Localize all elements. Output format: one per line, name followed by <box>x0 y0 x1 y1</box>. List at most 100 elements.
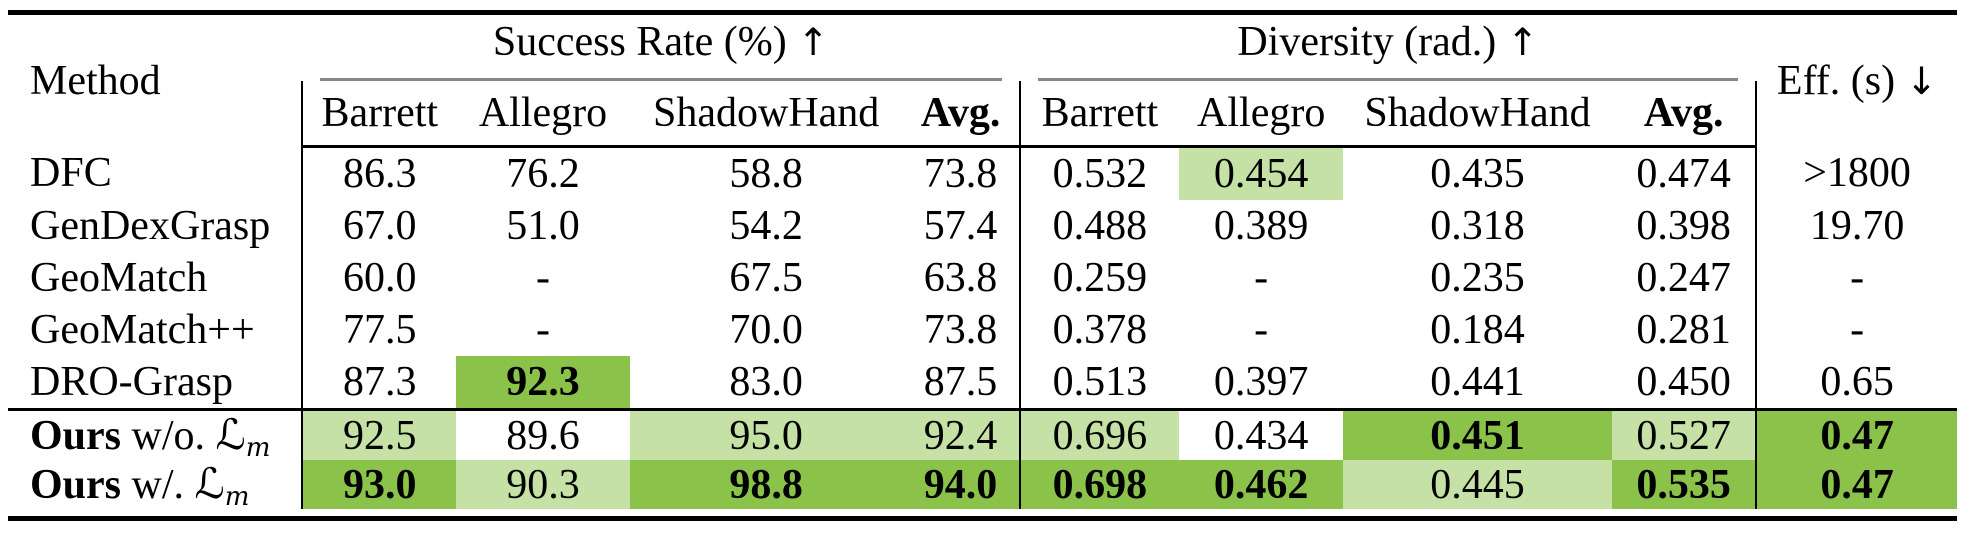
loss-math-symbol: ℒm <box>194 459 250 512</box>
value-cell: 0.318 <box>1430 203 1525 249</box>
value-cell: 83.0 <box>729 359 803 405</box>
results-table: Method Success Rate (%) ↑ Diversity (rad… <box>8 15 1957 512</box>
down-arrow-icon: ↓ <box>1905 58 1938 103</box>
method-cell: Ours w/o. ℒm <box>8 408 304 463</box>
table-row: Ours w/o. ℒm 92.5 89.6 95.0 92.4 0.696 0.434 0.… <box>8 408 1957 463</box>
results-table-container: Method Success Rate (%) ↑ Diversity (rad… <box>8 10 1957 521</box>
value-cell: 54.2 <box>729 203 803 249</box>
method-cell: GeoMatch++ <box>8 304 304 356</box>
value-cell: 19.70 <box>1755 200 1957 252</box>
value-cell: 0.532 <box>1018 146 1180 200</box>
value-cell: 51.0 <box>506 203 580 249</box>
efficiency-column-header: Eff. (s) ↓ <box>1756 15 1957 147</box>
value-cell: - <box>1254 255 1269 301</box>
method-header-label: Method <box>30 57 161 104</box>
value-cell: 57.4 <box>923 203 998 249</box>
table-row: DFC 86.3 76.2 58.8 73.8 0.532 0.454 0.435 0.474 >… <box>8 146 1957 200</box>
bottom-rule <box>8 516 1957 521</box>
value-cell: 67.0 <box>343 203 417 249</box>
value-cell: 0.513 <box>1018 356 1180 410</box>
value-cell: 0.184 <box>1430 307 1525 353</box>
cmidrule <box>320 78 1002 81</box>
value-cell: 0.451 <box>1343 408 1612 460</box>
value-cell: 92.5 <box>302 408 457 460</box>
table-row: GeoMatch++ 77.5-70.0 73.8 0.378-0.184 0.281- <box>8 304 1957 356</box>
value-cell: 67.5 <box>729 255 803 301</box>
up-arrow-icon: ↑ <box>1506 19 1539 64</box>
ours-label: Ours <box>30 462 122 508</box>
value-cell: - <box>1755 252 1957 304</box>
up-arrow-icon: ↑ <box>797 19 829 64</box>
value-cell: 98.8 <box>629 460 903 509</box>
div-barrett-header: Barrett <box>1018 81 1180 148</box>
div-shadowhand-header: ShadowHand <box>1343 81 1612 148</box>
value-cell: 0.398 <box>1636 203 1731 249</box>
value-cell: 0.47 <box>1755 460 1957 509</box>
loss-math-symbol: ℒm <box>215 410 271 463</box>
value-cell: 93.0 <box>302 460 457 509</box>
sub-header-row: Barrett Allegro ShadowHand Avg. Barrett … <box>8 81 1957 148</box>
value-cell: 70.0 <box>729 307 803 353</box>
table-row: Ours w/. ℒm 93.0 90.3 98.8 94.0 0.698 0.462 0.4… <box>8 459 1957 512</box>
value-cell: 0.259 <box>1018 252 1180 304</box>
value-cell: 76.2 <box>506 151 580 197</box>
sr-allegro-header: Allegro <box>456 81 630 148</box>
sr-barrett-header: Barrett <box>301 81 457 148</box>
sr-shadowhand-header: ShadowHand <box>629 81 903 148</box>
diversity-group-header: Diversity (rad.) ↑ <box>1020 15 1757 81</box>
value-cell: 0.281 <box>1636 307 1731 353</box>
value-cell: 73.8 <box>923 151 998 197</box>
table-row: GenDexGrasp 67.0 51.0 54.2 57.4 0.488 0.389 0.3… <box>8 200 1957 252</box>
diversity-label: Diversity (rad.) <box>1237 18 1497 65</box>
value-cell: 86.3 <box>343 151 417 197</box>
sr-avg-header: Avg. <box>902 81 1020 148</box>
value-cell: - <box>535 307 550 353</box>
value-cell: 0.378 <box>1018 304 1180 356</box>
value-cell: 95.0 <box>629 408 903 460</box>
value-cell: 0.445 <box>1343 460 1612 509</box>
div-allegro-header: Allegro <box>1179 81 1344 148</box>
efficiency-label: Eff. (s) <box>1776 57 1896 104</box>
value-cell: - <box>1755 304 1957 356</box>
value-cell: 63.8 <box>923 255 998 301</box>
ours-label: Ours <box>30 413 122 459</box>
value-cell: 0.435 <box>1430 151 1525 197</box>
value-cell: 0.235 <box>1430 255 1525 301</box>
value-cell: 0.535 <box>1611 460 1757 509</box>
value-cell: 0.698 <box>1018 460 1180 509</box>
success-rate-group-header: Success Rate (%) ↑ <box>302 15 1019 81</box>
method-cell: DFC <box>8 146 304 200</box>
value-cell: 60.0 <box>343 255 417 301</box>
value-cell: 87.5 <box>923 359 998 405</box>
value-cell: 0.488 <box>1018 200 1180 252</box>
value-cell: 0.247 <box>1636 255 1731 301</box>
value-cell: 0.474 <box>1636 151 1731 197</box>
value-cell: 0.47 <box>1755 408 1957 460</box>
value-cell: 92.3 <box>456 356 630 410</box>
top-rule <box>8 10 1957 15</box>
value-cell: >1800 <box>1755 146 1957 200</box>
value-cell: 0.527 <box>1611 408 1757 460</box>
value-cell: 0.434 <box>1179 408 1344 460</box>
div-avg-header: Avg. <box>1611 81 1758 148</box>
value-cell: 0.450 <box>1636 359 1731 405</box>
method-cell: GeoMatch <box>8 252 304 304</box>
value-cell: - <box>1254 307 1269 353</box>
value-cell: 0.65 <box>1755 356 1957 410</box>
value-cell: - <box>535 255 550 301</box>
value-cell: 90.3 <box>456 460 630 509</box>
value-cell: 89.6 <box>456 408 630 460</box>
value-cell: 0.454 <box>1179 146 1344 200</box>
group-header-row: Method Success Rate (%) ↑ Diversity (rad… <box>8 15 1957 104</box>
method-cell: GenDexGrasp <box>8 200 304 252</box>
value-cell: 92.4 <box>902 408 1020 460</box>
value-cell: 87.3 <box>343 359 417 405</box>
value-cell: 0.397 <box>1213 359 1309 405</box>
value-cell: 0.441 <box>1430 359 1525 405</box>
table-row: DRO-Grasp 87.3 92.3 83.0 87.5 0.513 0.397 0.441… <box>8 356 1957 410</box>
value-cell: 0.696 <box>1018 408 1180 460</box>
value-cell: 77.5 <box>343 307 417 353</box>
value-cell: 58.8 <box>729 151 803 197</box>
table-row: GeoMatch 60.0-67.5 63.8 0.259-0.235 0.247- <box>8 252 1957 304</box>
results-body: DFC 86.3 76.2 58.8 73.8 0.532 0.454 0.435 0.474 >… <box>8 146 1957 512</box>
